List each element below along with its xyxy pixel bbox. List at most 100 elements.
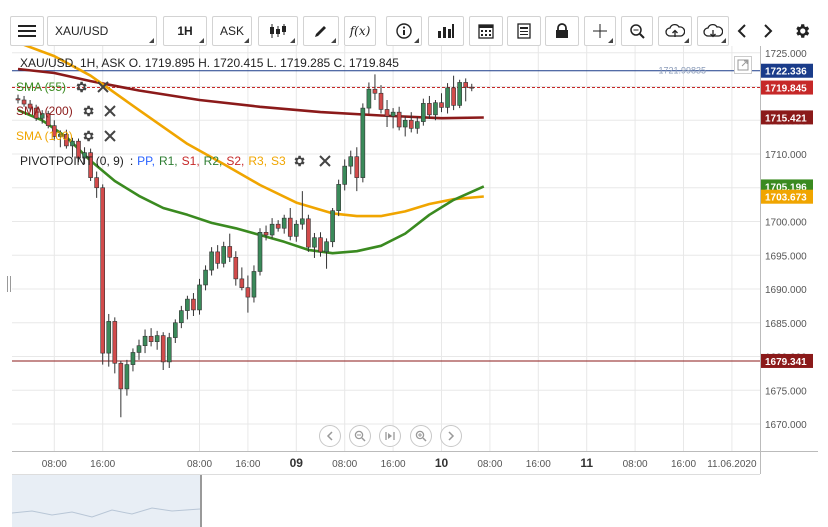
- settings-button[interactable]: [789, 16, 815, 46]
- candle-body: [445, 87, 450, 108]
- candle-body: [469, 86, 475, 89]
- price-label: 1719.845: [761, 80, 813, 95]
- function-icon: f(x): [349, 24, 371, 38]
- dropdown-corner-icon: [721, 38, 726, 43]
- candle-body: [451, 87, 456, 106]
- price-chart[interactable]: 1725.0001720.0001715.0001710.0001705.000…: [12, 46, 818, 474]
- indicator-pivot-point[interactable]: PIVOTPOINT (0, 9) : PP, R1, S1, R2, S2, …: [20, 154, 336, 168]
- crosshair-button[interactable]: [584, 16, 616, 46]
- info-button[interactable]: [386, 16, 422, 46]
- toolbar: XAU/USD 1H ASK f(x): [0, 0, 828, 46]
- expand-icon: [737, 59, 749, 71]
- scroll-left-button[interactable]: [730, 16, 754, 46]
- candle-body: [15, 98, 21, 101]
- candle-body: [293, 223, 299, 237]
- hamburger-icon: [18, 25, 36, 37]
- menu-button[interactable]: [10, 16, 44, 46]
- indicator-sma-200[interactable]: SMA (200): [16, 104, 117, 118]
- expand-button[interactable]: [734, 56, 752, 74]
- indicator-sma-55[interactable]: SMA (55): [16, 80, 110, 94]
- dropdown-corner-icon: [199, 38, 204, 43]
- candle-body: [433, 102, 438, 116]
- calendar-button[interactable]: [469, 16, 503, 46]
- candle-body: [342, 165, 348, 185]
- volume-button[interactable]: [428, 16, 464, 46]
- gear-icon[interactable]: [74, 80, 88, 94]
- candle-body: [58, 134, 63, 137]
- y-tick-label: 1710.000: [765, 150, 807, 161]
- symbol-selector[interactable]: XAU/USD: [47, 16, 157, 46]
- x-tick-label: 09: [290, 456, 304, 470]
- candle-body: [336, 184, 341, 212]
- candle-body: [257, 232, 263, 272]
- candle-body: [390, 111, 396, 117]
- chevron-left-icon: [737, 24, 746, 38]
- dropdown-corner-icon: [331, 38, 336, 43]
- candle-body: [39, 113, 45, 119]
- x-tick-label: 10: [435, 456, 449, 470]
- x-tick-label: 08:00: [332, 459, 357, 470]
- pivot-s1: S1,: [181, 154, 200, 168]
- candle-body: [166, 337, 172, 363]
- candle-body: [160, 335, 166, 363]
- candle-body: [354, 156, 360, 178]
- price-label-text: 1705.196: [765, 182, 807, 193]
- x-tick-label: 08:00: [42, 459, 67, 470]
- pan-left-button[interactable]: [319, 425, 341, 447]
- candle-body: [21, 99, 27, 105]
- scroll-right-button[interactable]: [756, 16, 780, 46]
- zoom-icon: [630, 24, 645, 39]
- chevron-right-icon: [448, 431, 455, 441]
- scroll-handle[interactable]: [6, 272, 12, 296]
- drawing-tools-button[interactable]: [303, 16, 339, 46]
- dropdown-corner-icon: [290, 38, 295, 43]
- calendar-icon: [478, 24, 494, 39]
- candle-body: [51, 125, 57, 137]
- timeframe-label: 1H: [177, 24, 193, 38]
- y-tick-label: 1700.000: [765, 218, 807, 229]
- gear-icon[interactable]: [81, 129, 95, 143]
- close-icon[interactable]: [96, 80, 110, 94]
- pan-right-button[interactable]: [440, 425, 462, 447]
- candle-body: [312, 237, 317, 248]
- pivot-separator: :: [129, 154, 134, 168]
- dropdown-corner-icon: [414, 38, 419, 43]
- candle-body: [239, 278, 245, 288]
- gear-icon[interactable]: [81, 104, 95, 118]
- candle-body: [148, 335, 154, 342]
- navigator[interactable]: [11, 474, 760, 527]
- price-type-selector[interactable]: ASK: [212, 16, 252, 46]
- lock-button[interactable]: [545, 16, 579, 46]
- price-label-bg: [761, 110, 813, 125]
- candle-body: [233, 256, 239, 280]
- close-icon[interactable]: [103, 129, 117, 143]
- upload-button[interactable]: [658, 16, 692, 46]
- candle-body: [251, 271, 257, 298]
- candle-body: [300, 218, 305, 225]
- zoom-button[interactable]: [621, 16, 653, 46]
- news-button[interactable]: [507, 16, 541, 46]
- candle-body: [324, 241, 329, 253]
- price-label-bg: [761, 80, 813, 95]
- indicator-label: SMA (100): [16, 129, 73, 143]
- zoom-in-button[interactable]: [410, 425, 432, 447]
- download-button[interactable]: [697, 16, 729, 46]
- candle-body: [275, 223, 281, 229]
- navigator-preview: [11, 475, 202, 527]
- close-icon[interactable]: [103, 104, 117, 118]
- candle-body: [76, 140, 81, 159]
- candle-body: [263, 232, 269, 236]
- ohlc-readout: XAU/USD, 1H, ASK O. 1719.895 H. 1720.415…: [20, 56, 399, 70]
- candle-body: [378, 92, 384, 110]
- gear-icon[interactable]: [292, 154, 306, 168]
- candle-body: [463, 82, 469, 88]
- chart-type-button[interactable]: [258, 16, 298, 46]
- indicator-sma-100[interactable]: SMA (100): [16, 129, 117, 143]
- reset-zoom-button[interactable]: [379, 425, 401, 447]
- indicators-button[interactable]: f(x): [344, 16, 376, 46]
- timeframe-selector[interactable]: 1H: [163, 16, 207, 46]
- chart-area[interactable]: 1725.0001720.0001715.0001710.0001705.000…: [12, 46, 818, 474]
- close-icon[interactable]: [318, 154, 332, 168]
- zoom-out-button[interactable]: [349, 425, 371, 447]
- candle-body: [330, 210, 335, 243]
